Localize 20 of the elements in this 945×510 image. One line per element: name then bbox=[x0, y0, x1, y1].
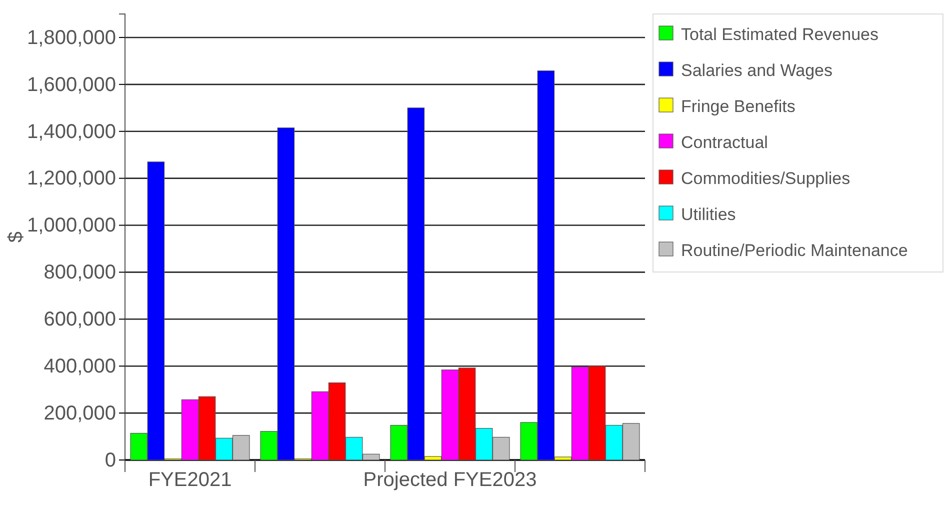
y-tick-label: 1,800,000 bbox=[27, 26, 116, 49]
y-tick-label: 1,200,000 bbox=[27, 168, 116, 190]
legend-label: Total Estimated Revenues bbox=[681, 25, 878, 44]
x-tick-label: Projected FYE2023 bbox=[363, 469, 537, 492]
y-tick-label: 200,000 bbox=[44, 402, 116, 424]
y-tick-label: 1,400,000 bbox=[27, 120, 116, 143]
y-tick-label: 1,600,000 bbox=[27, 74, 116, 96]
legend-label: Fringe Benefits bbox=[681, 97, 796, 116]
y-tick-label: 0 bbox=[104, 449, 116, 472]
legend-label: Commodities/Supplies bbox=[681, 169, 850, 188]
y-tick-label: 600,000 bbox=[44, 308, 116, 331]
legend-label: Salaries and Wages bbox=[681, 61, 833, 80]
y-tick-label: 400,000 bbox=[44, 356, 116, 378]
y-tick-label: 1,000,000 bbox=[27, 214, 116, 237]
legend-label: Contractual bbox=[681, 133, 768, 152]
y-axis-title: $ bbox=[5, 231, 27, 243]
y-tick-label: 800,000 bbox=[44, 262, 116, 284]
legend-label: Routine/Periodic Maintenance bbox=[681, 241, 908, 260]
x-tick-label: FYE2021 bbox=[148, 469, 232, 492]
legend-label: Utilities bbox=[681, 205, 736, 224]
